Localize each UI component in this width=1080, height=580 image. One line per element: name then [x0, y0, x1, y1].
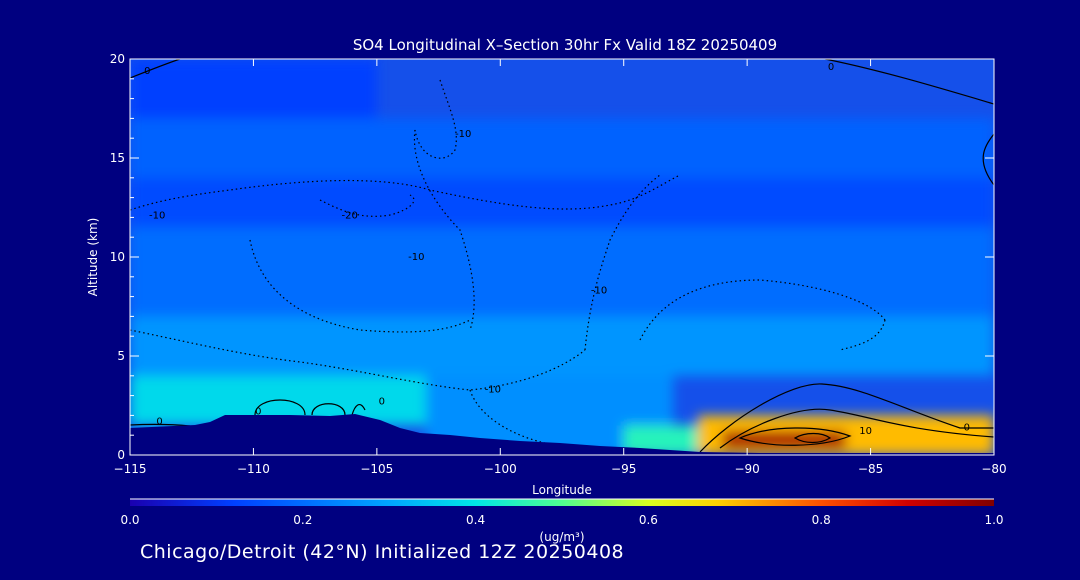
contour-dotted-right-core	[584, 174, 661, 351]
concentration-region-1	[130, 118, 994, 178]
plot-area: 0 0 0 0 0 0 -10 -10 -10 -10 -10 -20 10	[130, 59, 994, 455]
contour-label-6: -10	[149, 210, 165, 221]
concentration-region-2	[130, 177, 994, 228]
contour-solid-top-left	[130, 59, 181, 79]
colorbar-tick-label-3: 0.6	[639, 513, 658, 527]
contour-dotted-mid	[249, 239, 471, 333]
y-tick-label-1: 5	[117, 349, 125, 363]
contour-solid-top-right	[824, 59, 994, 105]
contour-label-4: 0	[964, 422, 970, 433]
contour-dotted-vertical	[413, 129, 475, 331]
concentration-region-0	[130, 59, 377, 119]
contour-label-12: 10	[859, 426, 872, 437]
y-axis: 0 5 10 15 20	[110, 52, 994, 462]
contour-label-11: -20	[342, 210, 358, 221]
chart-title: SO4 Longitudinal X–Section 30hr Fx Valid…	[353, 36, 777, 54]
contour-label-10: -10	[455, 129, 471, 140]
colorbar-tick-label-4: 0.8	[812, 513, 831, 527]
contour-dotted-far-right	[839, 319, 886, 351]
colorbar-unit-label: (ug/m³)	[539, 530, 584, 544]
contour-label-9: -10	[591, 286, 607, 297]
contour-solid-plume-outer	[699, 383, 994, 453]
contour-labels: 0 0 0 0 0 0 -10 -10 -10 -10 -10 -20 10	[144, 62, 970, 437]
contour-label-7: -10	[408, 252, 424, 263]
colorbar	[130, 499, 994, 506]
contour-dotted-low-valley	[469, 389, 561, 447]
terrain-mask	[130, 414, 994, 455]
y-tick-label-4: 20	[110, 52, 125, 66]
contour-solid-bump-3	[351, 403, 366, 416]
y-tick-label-3: 15	[110, 151, 125, 165]
contour-solid-plume-inner	[738, 427, 852, 446]
colorbar-tick-label-2: 0.4	[466, 513, 485, 527]
x-axis-label: Longitude	[532, 483, 592, 497]
x-tick-label-7: −80	[981, 462, 1006, 476]
contour-lines	[130, 59, 994, 453]
colorbar-tick-label-1: 0.2	[293, 513, 312, 527]
contour-label-2: 0	[255, 406, 261, 417]
x-tick-label-1: −110	[237, 462, 270, 476]
contour-solid-plume-mid	[719, 408, 994, 449]
contour-label-5: 0	[828, 62, 834, 73]
y-tick-label-2: 10	[110, 250, 125, 264]
contour-solid-bump-2	[311, 403, 346, 416]
contour-dotted-top	[414, 79, 457, 159]
contour-solid-bump-1	[254, 399, 306, 416]
x-tick-label-6: −85	[858, 462, 883, 476]
x-tick-label-5: −90	[734, 462, 759, 476]
colorbar-tick-label-0: 0.0	[120, 513, 139, 527]
concentration-region-3	[130, 227, 994, 317]
y-tick-label-0: 0	[117, 448, 125, 462]
concentration-field	[130, 59, 994, 455]
contour-solid-plume-core	[793, 432, 832, 444]
contour-solid-right-edge	[982, 133, 994, 186]
y-axis-label: Altitude (km)	[86, 218, 100, 297]
contour-label-1: 0	[156, 416, 162, 427]
contour-label-8: -10	[485, 385, 501, 396]
x-axis: −115 −110 −105 −100 −95 −90 −85 −80	[114, 59, 1007, 476]
x-tick-label-2: −105	[360, 462, 393, 476]
contour-dotted-lines	[130, 79, 886, 447]
contour-label-3: 0	[379, 397, 385, 408]
contour-label-0: 0	[144, 66, 150, 77]
colorbar-ticks: 0.0 0.2 0.4 0.6 0.8 1.0	[120, 513, 1003, 527]
x-tick-label-3: −100	[484, 462, 517, 476]
x-tick-label-0: −115	[114, 462, 147, 476]
colorbar-tick-label-5: 1.0	[984, 513, 1003, 527]
run-caption: Chicago/Detroit (42°N) Initialized 12Z 2…	[140, 541, 625, 563]
contour-dotted-upper	[130, 174, 681, 211]
x-tick-label-4: −95	[611, 462, 636, 476]
concentration-region-4	[130, 316, 994, 376]
contour-dotted-minus20	[319, 194, 415, 217]
